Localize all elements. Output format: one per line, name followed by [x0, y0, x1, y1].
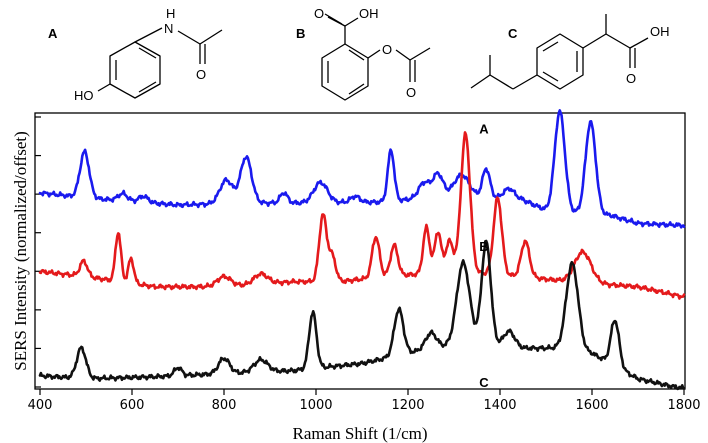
atom-n: N	[164, 21, 173, 36]
series-layer	[38, 109, 686, 391]
series-label-a: A	[479, 121, 489, 136]
plot-frame	[34, 112, 686, 390]
atom-o-c: O	[626, 71, 636, 86]
atom-ho: HO	[74, 88, 94, 103]
series-line-b	[38, 131, 686, 300]
x-tick-label: 1800	[667, 398, 700, 413]
x-tick-label: 800	[212, 398, 237, 413]
x-tick-label: 1200	[391, 398, 424, 413]
atom-oh: OH	[359, 6, 379, 21]
atom-o-ester: O	[382, 42, 392, 57]
x-tick-label: 1400	[483, 398, 516, 413]
x-tick-label: 600	[120, 398, 145, 413]
series-label-c: C	[479, 375, 489, 390]
y-axis	[35, 116, 41, 388]
y-axis-label: SERS Intensity (normalized/offset)	[11, 131, 30, 371]
molecule-label-a: A	[48, 26, 58, 41]
molecule-b: B O OH O O	[296, 6, 431, 101]
x-tick-label: 1000	[299, 398, 332, 413]
molecule-label-b: B	[296, 26, 305, 41]
molecule-c-skeleton	[470, 14, 649, 90]
x-tick-label: 400	[28, 398, 53, 413]
series-line-a	[38, 109, 686, 229]
series-labels: A B C	[479, 121, 489, 390]
atom-o: O	[196, 67, 206, 82]
atom-oh-c: OH	[650, 24, 670, 39]
molecule-a-skeleton	[97, 27, 223, 99]
molecule-c: C OH O	[470, 14, 670, 90]
molecule-a: A N H O HO	[48, 6, 223, 103]
atom-o-carboxyl: O	[314, 6, 324, 21]
x-tick-label: 1600	[575, 398, 608, 413]
series-line-c	[38, 239, 686, 391]
x-axis-label: Raman Shift (1/cm)	[292, 424, 427, 443]
series-label-b: B	[479, 239, 488, 254]
molecule-b-skeleton	[321, 13, 431, 101]
atom-o-carbonyl: O	[406, 85, 416, 100]
molecule-label-c: C	[508, 26, 518, 41]
x-axis: 400 600 800 1000 1200 1400 1600 1800	[28, 389, 701, 413]
atom-h: H	[166, 6, 175, 21]
